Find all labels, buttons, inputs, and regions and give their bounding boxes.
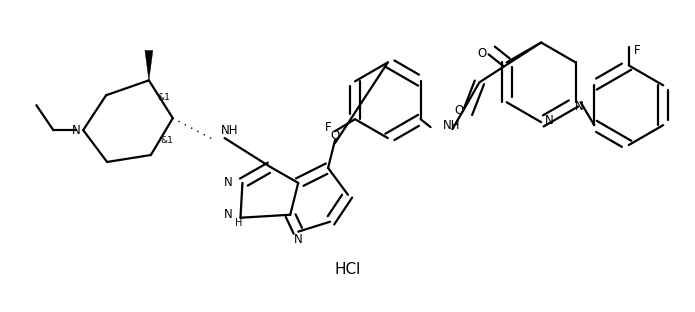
Text: NH: NH <box>443 119 460 132</box>
Text: O: O <box>477 47 486 60</box>
Text: &1: &1 <box>158 93 171 102</box>
Text: N: N <box>72 124 81 137</box>
Text: HCl: HCl <box>335 262 361 277</box>
Text: N: N <box>224 176 233 189</box>
Text: O: O <box>330 129 340 142</box>
Text: N: N <box>294 233 302 246</box>
Text: NH: NH <box>220 124 238 137</box>
Text: O: O <box>455 104 464 117</box>
Text: F: F <box>325 121 332 134</box>
Text: N: N <box>575 100 584 113</box>
Text: N: N <box>545 114 553 127</box>
Text: F: F <box>145 52 152 65</box>
Text: N: N <box>224 208 233 221</box>
Text: &1: &1 <box>161 136 174 144</box>
Text: F: F <box>633 44 640 57</box>
Text: H: H <box>235 218 242 228</box>
Polygon shape <box>145 51 153 80</box>
